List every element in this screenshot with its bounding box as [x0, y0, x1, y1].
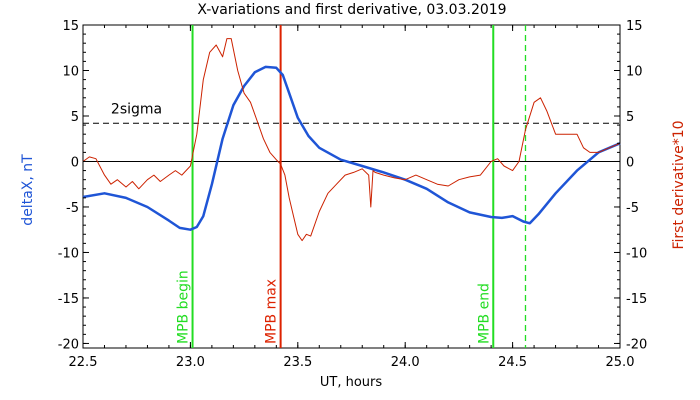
- y-tick-label-left: -20: [58, 337, 79, 352]
- y-tick-label-left: -5: [66, 201, 79, 216]
- y-tick-label-right: 15: [626, 19, 643, 34]
- y-tick-label-left: 5: [71, 110, 79, 125]
- y-tick-label-right: -10: [626, 246, 647, 261]
- event-marker-label: MPB begin: [176, 270, 192, 344]
- chart-title: X-variations and first derivative, 03.03…: [197, 2, 506, 18]
- y-tick-label-right: 5: [626, 110, 634, 125]
- series-line-deltax: [82, 65, 621, 231]
- y-tick-label-right: 0: [626, 155, 634, 170]
- y-tick-label-right: -15: [626, 292, 647, 307]
- y-tick-label-right: -5: [626, 201, 639, 216]
- series-line-derivative: [82, 38, 621, 242]
- reference-line-label: 2sigma: [111, 101, 162, 117]
- y-tick-label-left: 15: [62, 19, 79, 34]
- y-tick-label-left: 0: [71, 155, 79, 170]
- y-axis-label-right: First derivative*10: [671, 120, 687, 249]
- event-marker-label: MPB end: [476, 283, 492, 344]
- axis-ticks: 22.5 23.0 23.5 24.0 24.5 25.0 -20 -20 -15 -15 -10 -…: [58, 19, 647, 370]
- x-axis-label: UT, hours: [320, 375, 382, 390]
- plot-frame: [82, 24, 621, 349]
- y-tick-label-right: -20: [626, 337, 647, 352]
- x-tick-label: 22.5: [69, 355, 98, 370]
- x-tick-label: 25.0: [606, 355, 635, 370]
- y-tick-label-left: -10: [58, 246, 79, 261]
- x-tick-label: 23.0: [176, 355, 205, 370]
- x-tick-label: 24.5: [498, 355, 527, 370]
- y-tick-label-left: -15: [58, 292, 79, 307]
- x-tick-label: 23.5: [283, 355, 312, 370]
- x-tick-label: 24.0: [391, 355, 420, 370]
- y-axis-label-left: deltaX, nT: [20, 154, 36, 226]
- reference-lines: 2sigma: [83, 101, 620, 162]
- event-markers: MPB begin MPB max MPB end: [176, 25, 527, 348]
- event-marker-label: MPB max: [264, 279, 280, 344]
- series-group: [82, 38, 621, 242]
- y-tick-label-left: 10: [62, 64, 79, 79]
- y-tick-label-right: 10: [626, 64, 643, 79]
